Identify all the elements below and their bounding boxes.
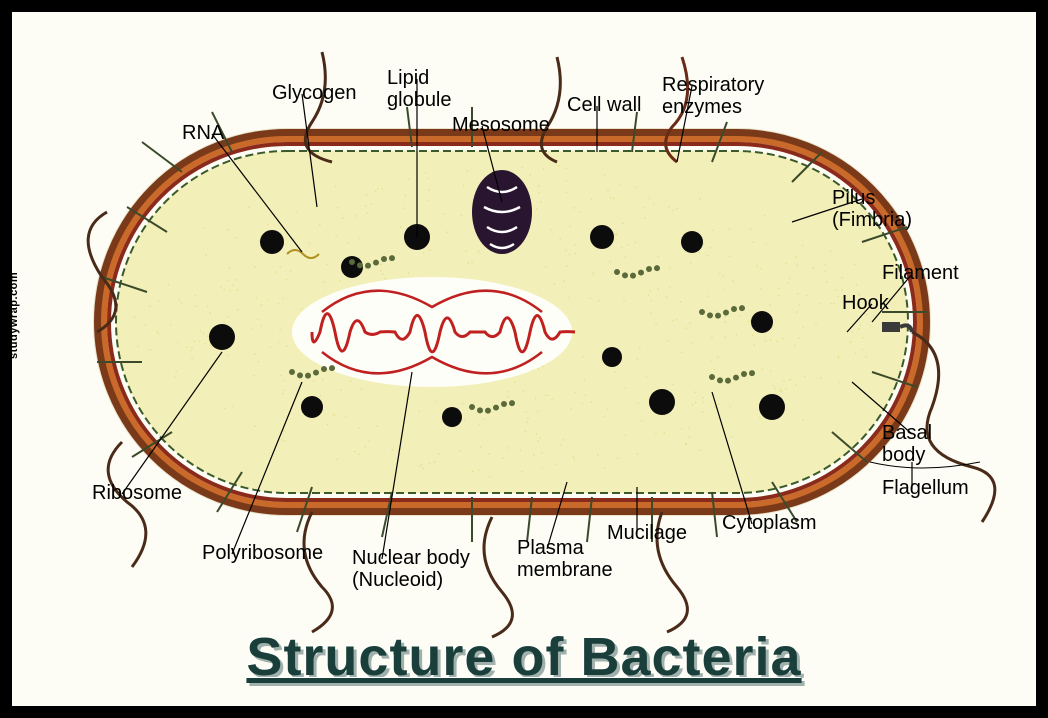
mesosome	[472, 170, 532, 254]
label-pilus: Pilus(Fimbria)	[832, 187, 912, 231]
label-cellwall: Cell wall	[567, 94, 641, 116]
label-mucilage: Mucilage	[607, 522, 687, 544]
label-rna: RNA	[182, 122, 224, 144]
label-ribosome: Ribosome	[92, 482, 182, 504]
diagram-title: Structure of Bacteria	[12, 626, 1036, 688]
label-filament: Filament	[882, 262, 959, 284]
basal-body	[882, 322, 900, 332]
label-mesosome: Mesosome	[452, 114, 550, 136]
label-nucleoid: Nuclear body(Nucleoid)	[352, 547, 470, 591]
label-resp: Respiratoryenzymes	[662, 74, 764, 118]
label-polyrib: Polyribosome	[202, 542, 323, 564]
label-hook: Hook	[842, 292, 889, 314]
label-flagellum: Flagellum	[882, 477, 969, 499]
watermark: studywrap.com	[8, 272, 20, 359]
label-lipid: Lipidglobule	[387, 67, 452, 111]
label-basal: Basalbody	[882, 422, 932, 466]
label-plasma: Plasmamembrane	[517, 537, 613, 581]
label-cytoplasm: Cytoplasm	[722, 512, 816, 534]
label-glycogen: Glycogen	[272, 82, 357, 104]
